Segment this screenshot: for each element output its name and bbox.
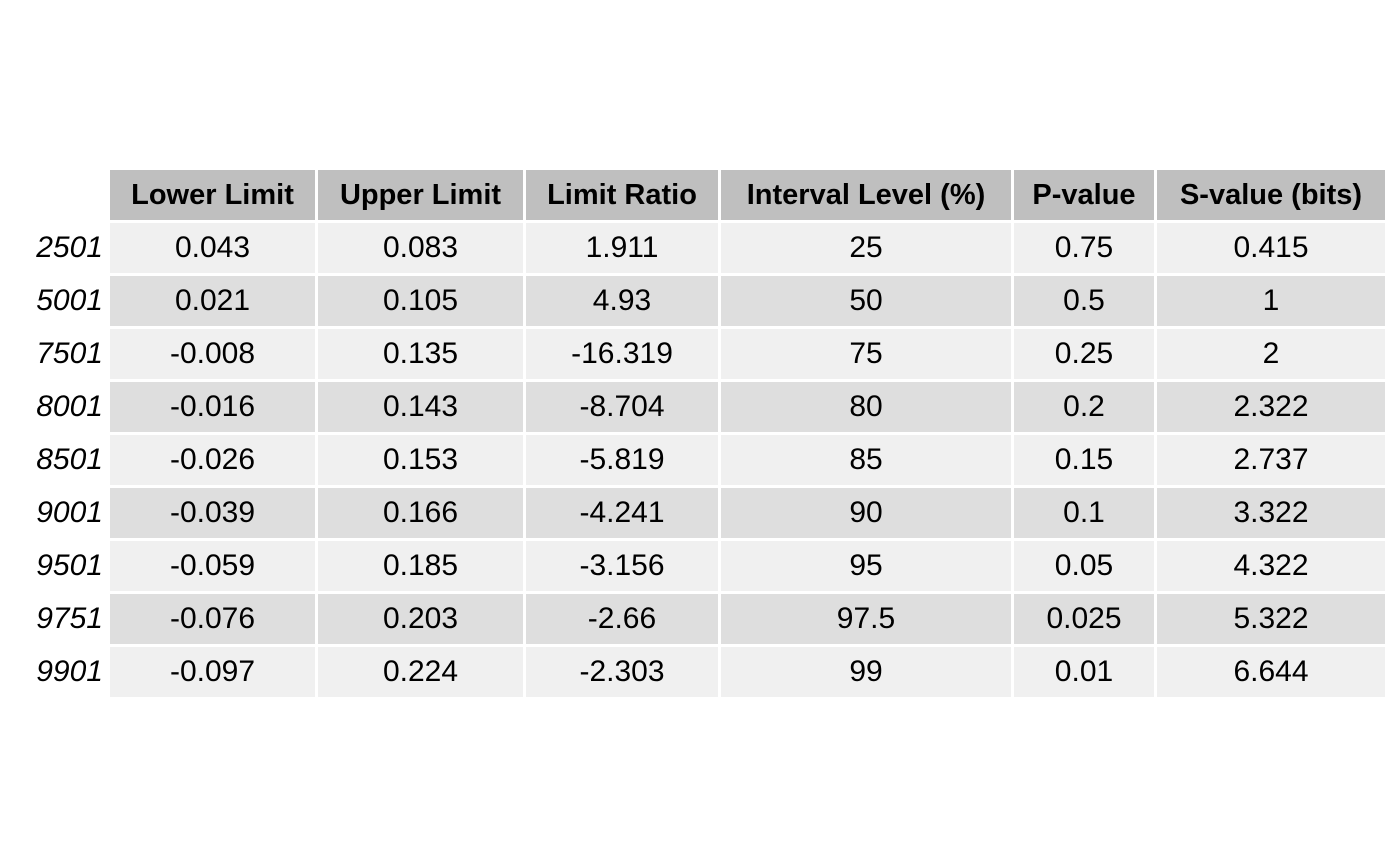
cell-interval-level: 85 <box>721 435 1011 485</box>
cell-s-value: 5.322 <box>1157 594 1385 644</box>
cell-limit-ratio: 1.911 <box>526 223 718 273</box>
cell-lower-limit: -0.016 <box>110 382 315 432</box>
header-interval-level: Interval Level (%) <box>721 170 1011 220</box>
table-row: 8501 -0.026 0.153 -5.819 85 0.15 2.737 <box>35 435 1385 485</box>
cell-interval-level: 80 <box>721 382 1011 432</box>
cell-lower-limit: -0.008 <box>110 329 315 379</box>
cell-p-value: 0.2 <box>1014 382 1154 432</box>
cell-s-value: 2 <box>1157 329 1385 379</box>
row-label: 7501 <box>35 329 107 379</box>
cell-interval-level: 25 <box>721 223 1011 273</box>
cell-lower-limit: -0.076 <box>110 594 315 644</box>
cell-p-value: 0.05 <box>1014 541 1154 591</box>
row-label: 5001 <box>35 276 107 326</box>
table-row: 9001 -0.039 0.166 -4.241 90 0.1 3.322 <box>35 488 1385 538</box>
cell-interval-level: 75 <box>721 329 1011 379</box>
cell-p-value: 0.025 <box>1014 594 1154 644</box>
header-lower-limit: Lower Limit <box>110 170 315 220</box>
row-label: 9001 <box>35 488 107 538</box>
table-row: 8001 -0.016 0.143 -8.704 80 0.2 2.322 <box>35 382 1385 432</box>
cell-p-value: 0.25 <box>1014 329 1154 379</box>
header-p-value: P-value <box>1014 170 1154 220</box>
cell-interval-level: 50 <box>721 276 1011 326</box>
cell-lower-limit: -0.059 <box>110 541 315 591</box>
cell-upper-limit: 0.185 <box>318 541 523 591</box>
cell-upper-limit: 0.105 <box>318 276 523 326</box>
table-row: 9751 -0.076 0.203 -2.66 97.5 0.025 5.322 <box>35 594 1385 644</box>
cell-interval-level: 99 <box>721 647 1011 697</box>
header-limit-ratio: Limit Ratio <box>526 170 718 220</box>
cell-upper-limit: 0.224 <box>318 647 523 697</box>
cell-lower-limit: 0.043 <box>110 223 315 273</box>
cell-upper-limit: 0.143 <box>318 382 523 432</box>
results-table: Lower Limit Upper Limit Limit Ratio Inte… <box>32 167 1388 700</box>
cell-limit-ratio: -2.303 <box>526 647 718 697</box>
header-s-value: S-value (bits) <box>1157 170 1385 220</box>
row-label: 9901 <box>35 647 107 697</box>
cell-s-value: 0.415 <box>1157 223 1385 273</box>
corner-cell <box>35 170 107 220</box>
cell-interval-level: 97.5 <box>721 594 1011 644</box>
cell-upper-limit: 0.203 <box>318 594 523 644</box>
row-label: 8501 <box>35 435 107 485</box>
cell-p-value: 0.5 <box>1014 276 1154 326</box>
cell-lower-limit: -0.097 <box>110 647 315 697</box>
cell-limit-ratio: -8.704 <box>526 382 718 432</box>
cell-limit-ratio: 4.93 <box>526 276 718 326</box>
table-row: 9901 -0.097 0.224 -2.303 99 0.01 6.644 <box>35 647 1385 697</box>
cell-lower-limit: -0.039 <box>110 488 315 538</box>
cell-s-value: 4.322 <box>1157 541 1385 591</box>
row-label: 8001 <box>35 382 107 432</box>
cell-p-value: 0.75 <box>1014 223 1154 273</box>
header-row: Lower Limit Upper Limit Limit Ratio Inte… <box>35 170 1385 220</box>
cell-upper-limit: 0.153 <box>318 435 523 485</box>
table-row: 5001 0.021 0.105 4.93 50 0.5 1 <box>35 276 1385 326</box>
cell-limit-ratio: -16.319 <box>526 329 718 379</box>
table-row: 2501 0.043 0.083 1.911 25 0.75 0.415 <box>35 223 1385 273</box>
cell-limit-ratio: -2.66 <box>526 594 718 644</box>
cell-p-value: 0.1 <box>1014 488 1154 538</box>
table-row: 7501 -0.008 0.135 -16.319 75 0.25 2 <box>35 329 1385 379</box>
results-table-container: Lower Limit Upper Limit Limit Ratio Inte… <box>32 167 1392 700</box>
cell-s-value: 2.737 <box>1157 435 1385 485</box>
header-upper-limit: Upper Limit <box>318 170 523 220</box>
cell-s-value: 3.322 <box>1157 488 1385 538</box>
cell-upper-limit: 0.166 <box>318 488 523 538</box>
cell-s-value: 2.322 <box>1157 382 1385 432</box>
cell-upper-limit: 0.135 <box>318 329 523 379</box>
cell-limit-ratio: -5.819 <box>526 435 718 485</box>
row-label: 2501 <box>35 223 107 273</box>
cell-p-value: 0.15 <box>1014 435 1154 485</box>
cell-limit-ratio: -3.156 <box>526 541 718 591</box>
row-label: 9751 <box>35 594 107 644</box>
row-label: 9501 <box>35 541 107 591</box>
cell-interval-level: 90 <box>721 488 1011 538</box>
cell-s-value: 1 <box>1157 276 1385 326</box>
cell-interval-level: 95 <box>721 541 1011 591</box>
cell-s-value: 6.644 <box>1157 647 1385 697</box>
cell-limit-ratio: -4.241 <box>526 488 718 538</box>
cell-lower-limit: 0.021 <box>110 276 315 326</box>
cell-lower-limit: -0.026 <box>110 435 315 485</box>
cell-upper-limit: 0.083 <box>318 223 523 273</box>
cell-p-value: 0.01 <box>1014 647 1154 697</box>
table-row: 9501 -0.059 0.185 -3.156 95 0.05 4.322 <box>35 541 1385 591</box>
